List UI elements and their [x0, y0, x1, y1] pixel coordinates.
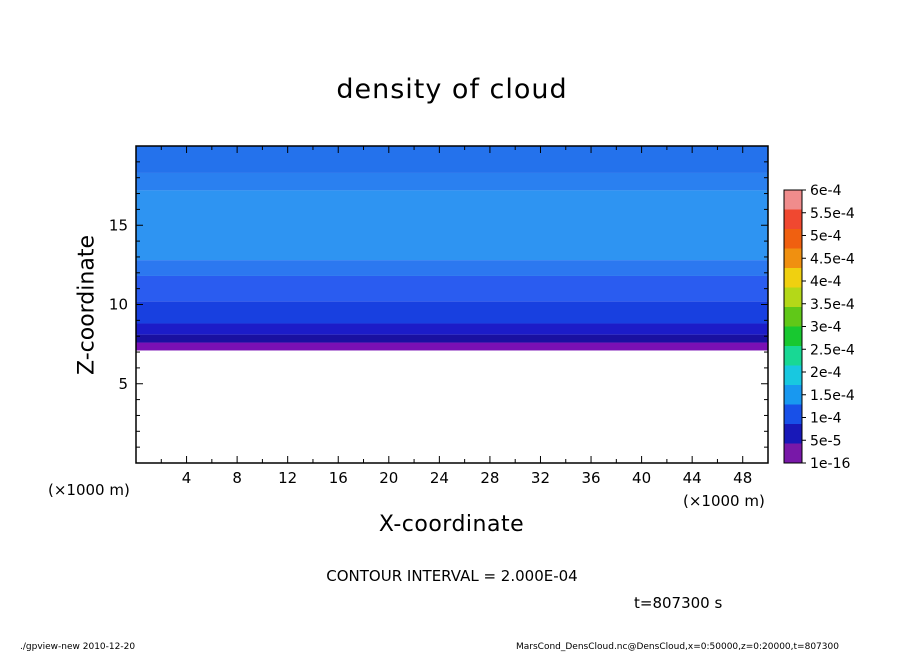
y-tick-label: 15: [109, 216, 128, 234]
colorbar-swatch: [784, 229, 802, 249]
colorbar-swatch: [784, 385, 802, 405]
colorbar-label: 5e-4: [810, 229, 842, 245]
colorbar-label: 5e-5: [810, 433, 841, 449]
x-tick-label: 8: [232, 469, 242, 487]
x-tick-label: 16: [329, 469, 348, 487]
x-tick-label: 44: [683, 469, 702, 487]
x-tick-label: 28: [480, 469, 499, 487]
x-axis: 4 8 12 16 20 24 28 32 36 40 44 48: [160, 146, 752, 487]
colorbar-label: 4e-4: [810, 274, 842, 290]
x-unit-label-left: (×1000 m): [48, 481, 130, 499]
density-band: [136, 342, 768, 351]
colorbar-swatch: [784, 346, 802, 366]
colorbar-label: 1e-16: [810, 456, 850, 472]
density-band: [136, 301, 768, 324]
colorbar-swatch: [784, 287, 802, 308]
colorbar-label: 4.5e-4: [810, 251, 855, 267]
colorbar-label: 3.5e-4: [810, 297, 855, 313]
colorbar-label: 2e-4: [810, 365, 842, 381]
colorbar-label: 3e-4: [810, 320, 842, 336]
density-band: [136, 323, 768, 335]
cloud-density-field: [136, 146, 768, 351]
time-label: t=807300 s: [634, 594, 723, 612]
density-band: [136, 172, 768, 191]
density-band: [136, 260, 768, 276]
x-tick-label: 48: [733, 469, 752, 487]
colorbar-label: 1.5e-4: [810, 388, 855, 404]
colorbar-swatch: [784, 365, 802, 386]
x-tick-label: 32: [531, 469, 550, 487]
colorbar-label: 6e-4: [810, 183, 842, 199]
density-band: [136, 190, 768, 261]
colorbar-swatch: [784, 404, 802, 425]
colorbar-label: 1e-4: [810, 411, 842, 427]
x-tick-label: 20: [379, 469, 398, 487]
x-tick-label: 40: [632, 469, 651, 487]
colorbar-swatch: [784, 307, 802, 327]
y-tick-label: 5: [118, 375, 128, 393]
colorbar-swatch: [784, 190, 802, 210]
density-band: [136, 275, 768, 302]
y-axis-label: Z-coordinate: [74, 235, 100, 375]
x-tick-label: 36: [581, 469, 600, 487]
colorbar-swatch: [784, 248, 802, 269]
y-axis: 5 10 15: [109, 161, 768, 448]
density-band: [136, 334, 768, 343]
x-tick-label: 12: [278, 469, 297, 487]
density-band: [136, 146, 768, 173]
contour-interval-label: CONTOUR INTERVAL = 2.000E-04: [326, 567, 578, 585]
colorbar-swatch: [784, 326, 802, 347]
colorbar-swatch: [784, 424, 802, 444]
chart-title: density of cloud: [336, 74, 568, 105]
colorbar-label: 2.5e-4: [810, 342, 855, 358]
x-tick-label: 4: [182, 469, 192, 487]
footer-dataset: MarsCond_DensCloud.nc@DensCloud,x=0:5000…: [516, 642, 839, 652]
x-unit-label-right: (×1000 m): [683, 492, 765, 510]
colorbar-swatch: [784, 268, 802, 288]
colorbar-label: 5.5e-4: [810, 206, 855, 222]
footer-command: ./gpview-new 2010-12-20: [20, 642, 136, 652]
colorbar: 6e-4 5.5e-4 5e-4 4.5e-4 4e-4 3.5e-4 3e-4 2.5e-4…: [783, 183, 855, 472]
x-axis-label: X-coordinate: [378, 512, 525, 537]
x-tick-label: 24: [430, 469, 449, 487]
colorbar-swatch: [784, 443, 802, 464]
colorbar-swatch: [784, 209, 802, 230]
y-tick-label: 10: [109, 296, 128, 314]
